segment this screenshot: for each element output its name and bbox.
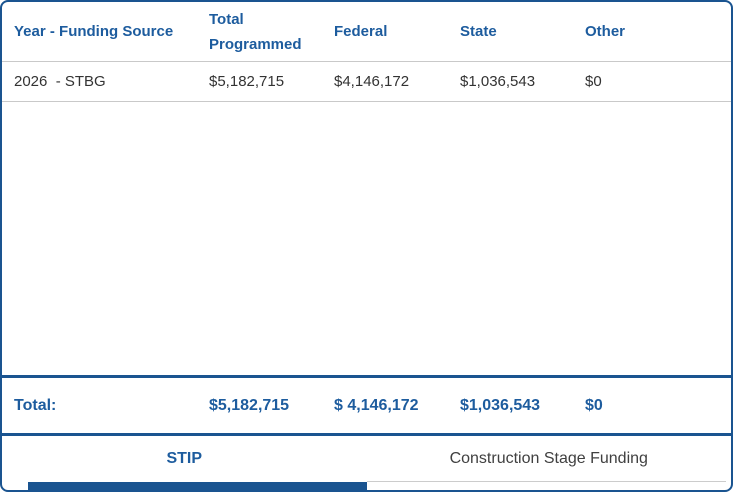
column-header-federal: Federal: [334, 23, 388, 40]
empty-grid-area: [2, 102, 731, 375]
total-row: Total: $5,182,715 $ 4,146,172 $1,036,543…: [2, 375, 731, 436]
cell-other: $0: [585, 73, 602, 90]
table-header-row: Year - Funding Source Total Programmed F…: [2, 2, 731, 62]
column-header-total-programmed: Total Programmed: [209, 10, 302, 53]
total-federal-value: $ 4,146,172: [334, 396, 419, 414]
total-other-value: $0: [585, 396, 603, 414]
tab-stip[interactable]: STIP: [2, 436, 367, 490]
cell-total-programmed: $5,182,715: [209, 73, 285, 90]
total-programmed-value: $5,182,715: [209, 396, 290, 414]
column-header-state: State: [460, 23, 497, 40]
cell-state: $1,036,543: [460, 73, 536, 90]
total-label: Total:: [14, 396, 57, 414]
cell-year-funding-source: 2026 - STBG: [14, 73, 106, 90]
tab-construction-stage-funding-label: Construction Stage Funding: [449, 450, 648, 467]
tab-stip-label: STIP: [166, 450, 203, 467]
column-header-other: Other: [585, 23, 626, 40]
total-state-value: $1,036,543: [460, 396, 541, 414]
tab-construction-stage-funding[interactable]: Construction Stage Funding: [367, 436, 732, 490]
cell-federal: $4,146,172: [334, 73, 410, 90]
table-row[interactable]: 2026 - STBG $5,182,715 $4,146,172 $1,036…: [2, 62, 731, 102]
column-header-year-funding-source: Year - Funding Source: [14, 23, 174, 40]
bottom-tab-bar: STIP Construction Stage Funding: [2, 436, 731, 490]
